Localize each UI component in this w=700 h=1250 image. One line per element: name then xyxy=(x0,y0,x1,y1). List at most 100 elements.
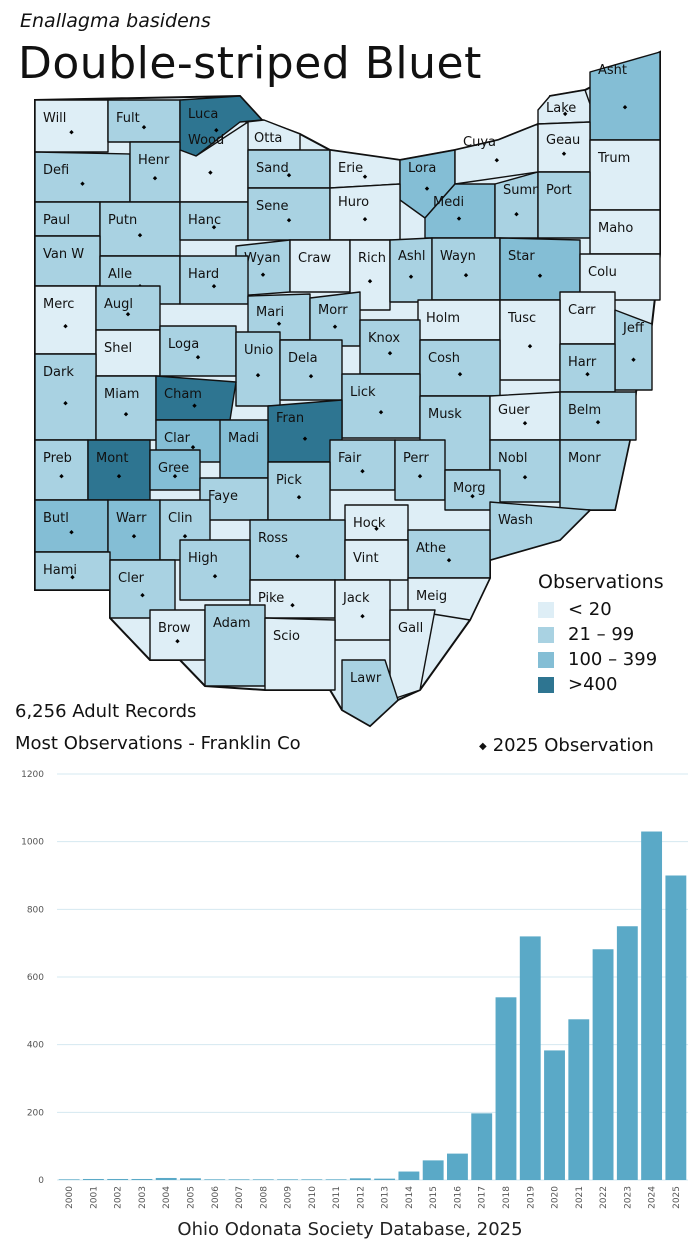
county-label: Will xyxy=(43,111,66,126)
county-label: Unio xyxy=(244,343,273,358)
legend-label: >400 xyxy=(568,674,618,695)
county-label: Hami xyxy=(43,563,77,578)
county-label: Dela xyxy=(288,351,318,366)
x-tick-label: 2023 xyxy=(623,1186,633,1209)
county-label: Harr xyxy=(568,355,597,370)
observation-dot xyxy=(175,639,180,644)
county-morr: Morr xyxy=(309,291,361,347)
county-shape xyxy=(309,291,361,347)
observation-dot xyxy=(286,173,292,178)
county-label: Nobl xyxy=(498,451,528,466)
county-shape xyxy=(249,519,346,581)
county-shape xyxy=(489,501,591,561)
county-augl: Augl xyxy=(95,285,161,331)
county-label: Van W xyxy=(43,247,84,262)
county-label: Cham xyxy=(164,387,202,402)
county-shape xyxy=(431,237,501,301)
x-tick-label: 2007 xyxy=(235,1186,245,1209)
county-label: Cler xyxy=(118,571,145,586)
county-label: Loga xyxy=(168,337,199,352)
county-shape xyxy=(389,609,436,701)
county-adam: Adam xyxy=(204,604,266,687)
observation-dot xyxy=(59,474,64,479)
county-gall: Gall xyxy=(389,609,436,701)
observation-dot xyxy=(172,474,178,479)
x-tick-label: 2017 xyxy=(478,1186,488,1209)
county-shape xyxy=(559,439,631,511)
county-shape xyxy=(537,171,591,239)
y-tick-label: 1000 xyxy=(21,838,44,848)
county-dela: Dela xyxy=(279,339,343,401)
county-butl: Butl xyxy=(34,499,109,553)
county-wood: Wood xyxy=(179,121,249,203)
county-label: Mari xyxy=(256,305,284,320)
bar-2001 xyxy=(82,1178,104,1180)
county-label: Clar xyxy=(164,431,191,446)
county-label: Athe xyxy=(416,541,446,556)
county-madi: Madi xyxy=(219,419,269,479)
county-label: Lick xyxy=(350,385,376,400)
observation-dot xyxy=(362,174,368,179)
county-unio: Unio xyxy=(235,331,281,407)
legend-item: 100 – 399 xyxy=(538,647,664,672)
bar-2018 xyxy=(495,997,517,1180)
page-title: Double-striped Bluet xyxy=(18,38,482,89)
bar-2013 xyxy=(374,1178,396,1180)
county-lawr: Lawr xyxy=(341,659,399,727)
county-shape xyxy=(99,201,181,257)
county-shape xyxy=(34,439,89,501)
county-label: Asht xyxy=(598,63,627,78)
county-shape xyxy=(341,373,421,439)
observation-dot xyxy=(308,374,314,379)
county-label: Madi xyxy=(228,431,259,446)
observation-dot xyxy=(470,494,475,499)
observation-dot xyxy=(562,111,568,117)
county-label: Monr xyxy=(568,451,601,466)
x-tick-label: 2001 xyxy=(89,1186,99,1209)
county-label: Vint xyxy=(353,551,379,566)
county-label: Wayn xyxy=(440,249,476,264)
county-summ: Summ xyxy=(494,171,545,239)
county-label: Lora xyxy=(408,161,436,176)
county-label: Erie xyxy=(338,161,363,176)
county-preb: Preb xyxy=(34,439,89,501)
county-pike: Pike xyxy=(249,579,336,619)
county-warr: Warr xyxy=(107,499,161,561)
observation-dot xyxy=(140,593,145,598)
observation-dot xyxy=(522,421,528,426)
county-gree: Gree xyxy=(149,449,201,491)
county-shape xyxy=(341,659,399,727)
observation-dot xyxy=(631,357,636,362)
observation-dot xyxy=(561,151,567,156)
county-lick: Lick xyxy=(341,373,421,439)
county-shape xyxy=(279,339,343,401)
county-shape xyxy=(87,439,151,501)
county-sene: Sene xyxy=(247,187,331,241)
county-putn: Putn xyxy=(99,201,181,257)
observation-dot xyxy=(192,403,197,408)
county-label: Pike xyxy=(258,591,284,606)
county-jack: Jack xyxy=(334,579,391,641)
observation-dot xyxy=(116,474,122,479)
bar-2023 xyxy=(616,926,638,1180)
bar-2007 xyxy=(228,1179,250,1180)
observation-dot xyxy=(182,534,188,539)
legend-swatch xyxy=(538,601,554,618)
bar-2012 xyxy=(349,1178,371,1180)
y-tick-label: 0 xyxy=(38,1176,44,1186)
x-tick-label: 2013 xyxy=(381,1186,391,1209)
county-label: Tusc xyxy=(507,311,536,326)
bar-2005 xyxy=(180,1178,201,1180)
county-label: Perr xyxy=(403,451,429,466)
observation-dot xyxy=(378,410,384,415)
observation-dot xyxy=(595,420,601,425)
county-label: Ross xyxy=(258,531,288,546)
county-miam: Miam xyxy=(95,375,157,441)
county-shape xyxy=(264,617,336,691)
bar-2011 xyxy=(325,1179,347,1180)
observation-dot xyxy=(446,558,452,563)
x-tick-label: 2019 xyxy=(526,1186,536,1209)
county-perr: Perr xyxy=(394,439,446,501)
map-legend: Observations < 20 21 – 99 100 – 399 >400 xyxy=(538,571,664,697)
county-craw: Craw xyxy=(289,239,351,293)
